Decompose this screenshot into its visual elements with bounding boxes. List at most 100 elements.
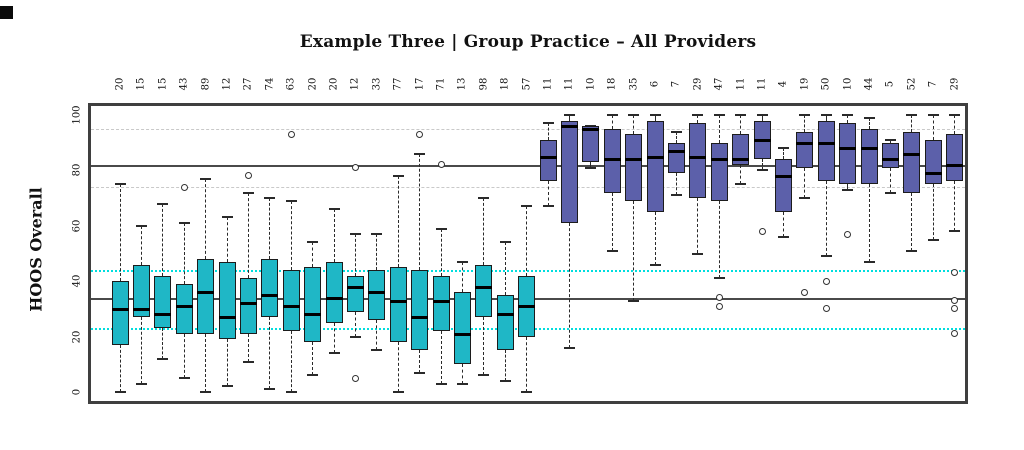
- upper-whisker-cap: [906, 114, 918, 116]
- upper-whisker-cap: [456, 260, 468, 263]
- lower-whisker: [568, 223, 570, 348]
- lower-whisker: [119, 344, 121, 392]
- lower-whisker-cap: [863, 260, 875, 263]
- median-line: [903, 152, 921, 156]
- lower-whisker-cap: [178, 377, 190, 380]
- lower-whisker: [354, 311, 356, 337]
- median-line: [218, 316, 236, 320]
- median-line: [389, 299, 407, 303]
- median-line: [796, 141, 814, 145]
- lower-whisker-cap: [499, 379, 511, 382]
- sample-size-label: 29: [692, 77, 704, 91]
- lower-whisker: [526, 336, 528, 392]
- iqr-box: [582, 126, 600, 163]
- outlier-point: [351, 164, 359, 172]
- lower-whisker: [461, 364, 463, 384]
- iqr-box: [667, 142, 685, 174]
- lower-whisker-cap: [135, 382, 147, 385]
- outlier-point: [437, 161, 445, 169]
- upper-whisker: [483, 198, 485, 265]
- upper-whisker-cap: [178, 222, 190, 225]
- lower-whisker-cap: [563, 346, 575, 349]
- sample-size-label: 29: [949, 77, 961, 91]
- median-line: [453, 332, 471, 336]
- lower-whisker-cap: [542, 205, 554, 208]
- lower-whisker-cap: [906, 249, 918, 252]
- upper-whisker-cap: [927, 114, 939, 116]
- sample-size-label: 11: [735, 77, 747, 91]
- iqr-box: [946, 134, 964, 182]
- lower-whisker: [140, 317, 142, 384]
- iqr-box: [560, 120, 578, 224]
- outlier-point: [180, 183, 188, 191]
- median-line: [710, 158, 728, 162]
- reference-line-82: [91, 164, 965, 167]
- lower-whisker-cap: [692, 252, 704, 255]
- upper-whisker: [868, 117, 870, 129]
- sample-size-label: 19: [799, 77, 811, 91]
- y-tick-label: 80: [71, 164, 83, 177]
- upper-whisker-cap: [777, 147, 789, 150]
- lower-whisker-cap: [884, 191, 896, 194]
- y-tick-label: 0: [71, 388, 83, 396]
- iqr-box: [496, 295, 514, 351]
- lower-whisker-cap: [756, 169, 768, 172]
- upper-whisker: [611, 115, 613, 129]
- upper-whisker: [140, 225, 142, 265]
- median-line: [860, 147, 878, 151]
- median-line: [753, 138, 771, 142]
- upper-whisker: [440, 228, 442, 276]
- sample-size-label: 20: [114, 77, 126, 91]
- iqr-box: [860, 128, 878, 185]
- lower-whisker: [611, 192, 613, 251]
- sample-size-label: 71: [435, 77, 447, 91]
- lower-whisker-cap: [670, 194, 682, 197]
- lower-whisker: [868, 184, 870, 262]
- iqr-box: [261, 259, 279, 318]
- upper-whisker-cap: [713, 114, 725, 116]
- lower-whisker-cap: [842, 188, 854, 191]
- iqr-box: [389, 267, 407, 343]
- sample-size-label: 17: [414, 77, 426, 91]
- iqr-box: [924, 139, 942, 185]
- lower-whisker-cap: [521, 391, 533, 393]
- lower-whisker: [397, 342, 399, 392]
- upper-whisker-cap: [799, 114, 811, 116]
- sample-size-label: 27: [242, 77, 254, 91]
- sample-size-label: 63: [285, 77, 297, 91]
- upper-whisker-cap: [521, 205, 533, 208]
- sample-size-label: 6: [649, 80, 661, 88]
- outlier-point: [287, 130, 295, 138]
- iqr-box: [710, 142, 728, 201]
- upper-whisker: [226, 217, 228, 262]
- upper-whisker: [247, 192, 249, 279]
- upper-whisker-cap: [264, 197, 276, 200]
- sample-size-label: 33: [371, 77, 383, 91]
- upper-whisker-cap: [392, 174, 404, 177]
- upper-whisker-cap: [884, 138, 896, 141]
- lower-whisker-cap: [799, 197, 811, 200]
- sample-size-label: 57: [521, 77, 533, 91]
- sample-size-label: 7: [927, 80, 939, 88]
- lower-whisker-cap: [456, 382, 468, 385]
- sample-size-label: 15: [135, 77, 147, 91]
- median-line: [368, 291, 386, 295]
- iqr-box: [774, 159, 792, 212]
- sample-size-label: 11: [756, 77, 768, 91]
- median-line: [325, 296, 343, 300]
- lower-whisker-cap: [328, 352, 340, 355]
- upper-whisker-cap: [499, 241, 511, 244]
- sample-size-label: 15: [157, 77, 169, 91]
- median-line: [539, 155, 557, 159]
- upper-whisker: [932, 115, 934, 140]
- upper-whisker: [654, 115, 656, 121]
- lower-whisker-cap: [200, 391, 212, 393]
- lower-whisker: [740, 164, 742, 185]
- sample-size-label: 18: [606, 77, 618, 91]
- lower-whisker-cap: [285, 391, 297, 393]
- lower-whisker: [333, 322, 335, 354]
- upper-whisker: [568, 115, 570, 121]
- sample-size-label: 5: [884, 80, 896, 88]
- iqr-box: [817, 120, 835, 182]
- upper-whisker: [354, 234, 356, 276]
